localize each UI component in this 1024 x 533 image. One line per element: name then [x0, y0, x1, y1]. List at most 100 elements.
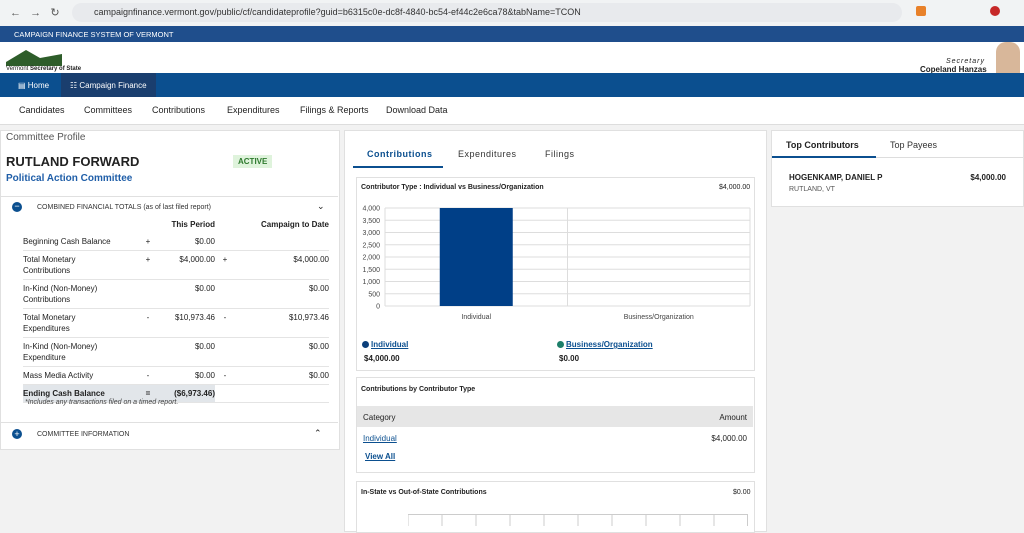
menu-item[interactable]: Download Data: [386, 105, 448, 115]
menu: Candidates Committees Contributions Expendi…: [0, 97, 1024, 125]
extension-icon[interactable]: [916, 6, 926, 16]
operator: -: [143, 308, 153, 338]
chart-card: [356, 177, 755, 371]
spacer: [235, 384, 329, 403]
totals-note: *Includes any transactions filed on a ti…: [25, 399, 179, 406]
chart-total: $4,000.00: [719, 184, 751, 191]
content-tab[interactable]: Contributions: [367, 149, 433, 159]
x-tick-label: Business/Organization: [624, 314, 694, 321]
row-label: In-Kind (Non-Money) Expenditure: [23, 337, 143, 367]
to-date-value: $0.00: [235, 366, 329, 385]
y-tick-label: 2,500: [362, 242, 380, 249]
period-value: $0.00: [153, 337, 215, 367]
operator: +: [143, 250, 153, 280]
totals-row: Mass Media Activity - $0.00- $0.00: [23, 366, 329, 385]
nav-tab-active[interactable]: ☷ Campaign Finance: [61, 73, 156, 97]
view-all-link[interactable]: View All: [365, 452, 396, 461]
operator: +: [143, 233, 153, 251]
banner: CAMPAIGN FINANCE SYSTEM OF VERMONT: [0, 26, 1024, 42]
main-nav: ▤ Home ☷ Campaign Finance: [0, 73, 1024, 97]
committee-type: Political Action Committee: [6, 173, 133, 184]
legend-label[interactable]: Individual: [371, 340, 409, 349]
operator: -: [215, 308, 235, 338]
logo-line1: Vermont: [6, 66, 29, 72]
divider: [0, 422, 338, 423]
menu-item[interactable]: Contributions: [152, 105, 206, 115]
column-header: [143, 216, 153, 233]
profile-icon[interactable]: [990, 6, 1000, 16]
url: campaignfinance.vermont.gov/public/cf/ca…: [94, 7, 581, 17]
y-tick-label: 0: [376, 304, 380, 311]
instate-grid: [408, 514, 748, 526]
right-tab[interactable]: Top Payees: [890, 140, 938, 150]
column-header: This Period: [171, 220, 215, 229]
period-value: $0.00: [153, 366, 215, 385]
to-date-value: $0.00: [235, 337, 329, 367]
tab-indicator: [772, 156, 876, 158]
tab-indicator: [353, 166, 443, 168]
y-tick-label: 4,000: [362, 206, 380, 213]
top-contributors-card: [771, 130, 1024, 207]
menu-item[interactable]: Expenditures: [227, 105, 280, 115]
totals-title: COMBINED FINANCIAL TOTALS (as of last fi…: [37, 204, 212, 211]
operator: [215, 279, 235, 309]
column-header: [23, 216, 143, 233]
row-label: In-Kind (Non-Money) Contributions: [23, 279, 143, 309]
committee-info[interactable]: COMMITTEE INFORMATION: [37, 431, 130, 438]
nav-tab-label: ☷ Campaign Finance: [70, 81, 147, 90]
secretary-name: Copeland Hanzas: [920, 65, 987, 74]
menu-item[interactable]: Filings & Reports: [300, 105, 369, 115]
nav-tab[interactable]: ▤ Home: [18, 81, 50, 90]
status-badge: ACTIVE: [233, 155, 273, 168]
table-header: Category Amount: [357, 406, 753, 427]
row-label: Mass Media Activity: [23, 366, 143, 385]
contributor-name: HOGENKAMP, DANIEL P: [789, 173, 883, 182]
committee-name: RUTLAND FORWARD: [6, 154, 140, 169]
period-value: $0.00: [153, 279, 215, 309]
operator: -: [215, 366, 235, 385]
secretary-title: Secretary: [946, 58, 985, 65]
category-link[interactable]: Individual: [363, 434, 397, 443]
x-tick-label: Individual: [461, 314, 491, 321]
collapse-icon[interactable]: −: [12, 202, 22, 212]
content-tab[interactable]: Expenditures: [458, 149, 517, 159]
row-label: Total Monetary Expenditures: [23, 308, 143, 338]
operator: +: [215, 250, 235, 280]
y-tick-label: 500: [368, 291, 380, 298]
legend-label[interactable]: Business/Organization: [566, 340, 653, 349]
legend-swatch: [557, 341, 564, 348]
ending-row: Ending Cash Balance = ($6,973.46): [23, 384, 329, 403]
contributor-location: RUTLAND, VT: [789, 186, 835, 193]
period-value: $4,000.00: [153, 250, 215, 280]
menu-item[interactable]: Candidates: [19, 105, 65, 115]
totals-row: Total Monetary Contributions + $4,000.00 + $…: [23, 250, 329, 280]
period-value: $10,973.46: [153, 308, 215, 338]
legend-amount: $0.00: [559, 354, 580, 363]
right-tab[interactable]: Top Contributors: [786, 140, 859, 150]
instate-total: $0.00: [733, 489, 751, 496]
operator: [215, 337, 235, 367]
period-value: $0.00: [153, 233, 215, 251]
by-type-title: Contributions by Contributor Type: [361, 386, 476, 393]
chevron[interactable]: ⌄: [317, 201, 325, 211]
expand-icon[interactable]: +: [12, 429, 22, 439]
y-tick-label: 1,000: [362, 279, 380, 286]
content-tab[interactable]: Filings: [545, 149, 575, 159]
nav-tab-label: Home: [27, 81, 50, 90]
totals-table: This Period Campaign to Date Beginning Cas…: [23, 216, 329, 403]
address-bar[interactable]: campaignfinance.vermont.gov/public/cf/ca…: [72, 3, 902, 22]
operator: [143, 337, 153, 367]
nav-buttons[interactable]: ← → ↻: [10, 7, 60, 19]
chevron[interactable]: ⌃: [314, 428, 322, 438]
column-header: [215, 216, 235, 233]
operator: [215, 233, 235, 251]
logo-mark: [6, 50, 62, 66]
y-tick-label: 3,500: [362, 218, 380, 225]
operator: -: [143, 366, 153, 385]
secretary-photo: [996, 42, 1020, 73]
y-tick-label: 2,000: [362, 255, 380, 262]
logo-line2: Secretary of State: [30, 66, 82, 72]
y-tick-label: 3,000: [362, 230, 380, 237]
menu-item[interactable]: Committees: [84, 105, 133, 115]
